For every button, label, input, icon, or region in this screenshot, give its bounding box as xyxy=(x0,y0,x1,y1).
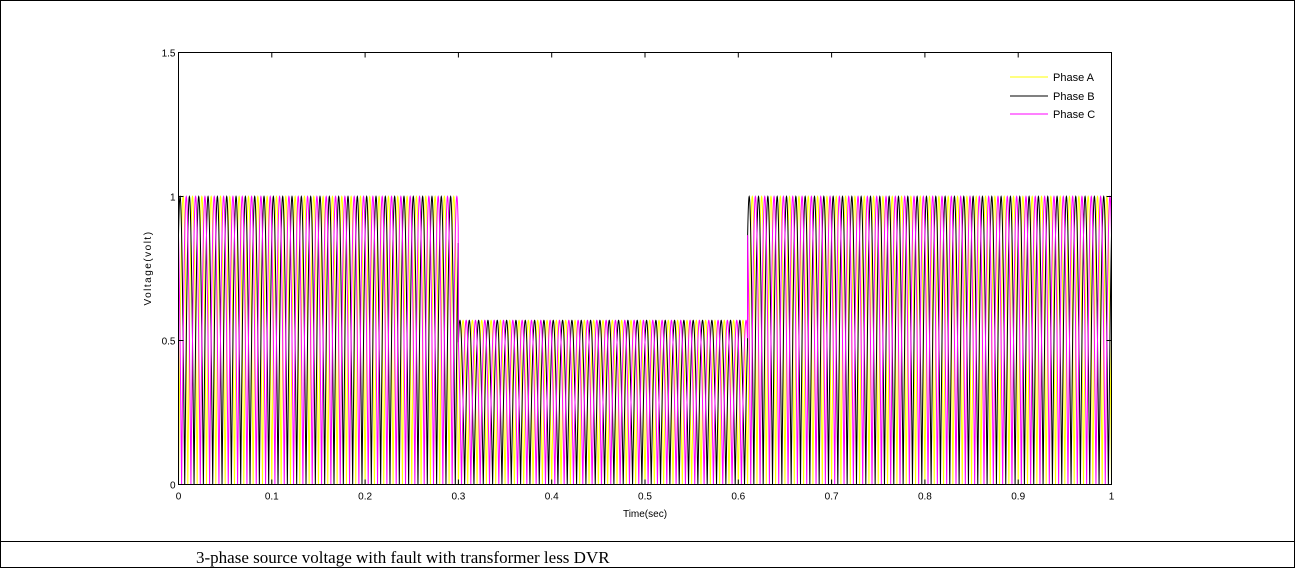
x-axis-label: Time(sec) xyxy=(623,509,667,520)
y-axis-label: Voltage(volt) xyxy=(143,230,154,305)
x-tick-label: 0.5 xyxy=(638,492,652,503)
x-tick-label: 0.8 xyxy=(918,492,932,503)
figure-caption: 3-phase source voltage with fault with t… xyxy=(196,548,610,567)
y-tick-label: 0.5 xyxy=(162,337,176,348)
axes-box xyxy=(178,52,1112,485)
y-tick-label: 0 xyxy=(170,481,176,492)
ticks-layer: 0 0.1 0.2 0.3 0.4 0.5 0.6 0.7 0.8 0.9 1 0 0.5 1 1.5 xyxy=(162,49,1115,503)
x-tick-label: 1 xyxy=(1109,492,1115,503)
x-tick-label: 0.6 xyxy=(731,492,745,503)
y-tick-label: 1.5 xyxy=(162,49,176,60)
y-tick-label: 1 xyxy=(170,193,176,204)
x-tick-label: 0.9 xyxy=(1011,492,1025,503)
legend-label-phase-c: Phase C xyxy=(1053,109,1095,121)
x-tick-label: 0.4 xyxy=(545,492,559,503)
x-tick-label: 0.2 xyxy=(358,492,372,503)
x-tick-label: 0.7 xyxy=(825,492,839,503)
legend-label-phase-a: Phase A xyxy=(1053,72,1095,84)
legend: Phase A Phase B Phase C xyxy=(1000,60,1104,122)
chart-plot-area: 0 0.1 0.2 0.3 0.4 0.5 0.6 0.7 0.8 0.9 1 0 0.5 1 1.5 Ti… xyxy=(143,49,1115,521)
x-tick-label: 0 xyxy=(176,492,182,503)
legend-label-phase-b: Phase B xyxy=(1053,91,1095,103)
x-tick-label: 0.3 xyxy=(451,492,465,503)
series-layer xyxy=(178,195,1112,485)
legend-background xyxy=(1000,60,1104,122)
x-tick-label: 0.1 xyxy=(265,492,279,503)
